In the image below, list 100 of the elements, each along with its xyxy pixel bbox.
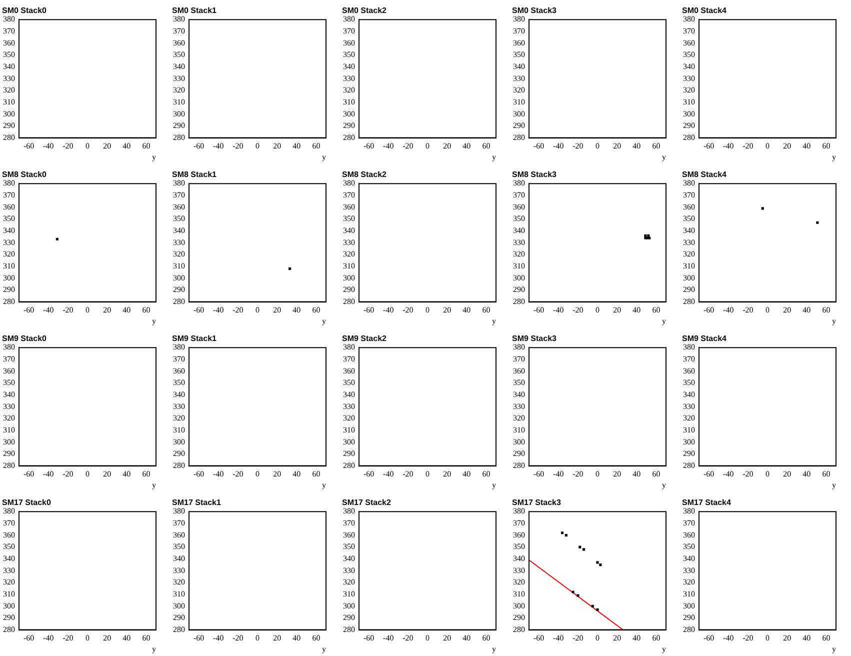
chart-title: SM9 Stack2: [342, 334, 388, 344]
y-tick-label: 320: [343, 578, 355, 587]
x-tick-label: 0: [766, 142, 770, 151]
y-tick-label: 350: [683, 542, 695, 552]
y-tick-label: 290: [513, 449, 525, 458]
y-tick-label: 340: [173, 390, 185, 399]
y-tick-label: 350: [343, 542, 355, 552]
x-tick-label: -60: [533, 470, 544, 479]
x-tick-label: 40: [632, 634, 641, 643]
x-tick-label: 20: [273, 470, 282, 479]
y-tick-label: 320: [683, 578, 695, 587]
chart-title: SM8 Stack1: [172, 170, 218, 180]
x-axis-title: y: [492, 152, 496, 162]
x-tick-label: 60: [482, 306, 490, 315]
y-tick-label: 300: [173, 273, 185, 282]
x-axis-title: y: [832, 644, 836, 654]
chart-title: SM0 Stack4: [682, 6, 728, 16]
x-tick-label: 60: [482, 142, 490, 151]
x-tick-label: 40: [802, 634, 811, 643]
point: [596, 561, 599, 564]
x-tick-label: 40: [632, 142, 641, 151]
y-tick-label: 310: [513, 261, 525, 270]
x-axis-title: y: [152, 644, 156, 654]
x-tick-label: 20: [443, 306, 452, 315]
x-tick-label: -20: [402, 306, 414, 315]
chart-title: SM17 Stack3: [512, 498, 562, 508]
x-tick-label: 40: [292, 306, 301, 315]
x-tick-label: 40: [122, 142, 131, 151]
y-tick-label: 300: [173, 109, 185, 118]
chart-title: SM8 Stack2: [342, 170, 388, 180]
point: [582, 548, 586, 551]
x-tick-label: -20: [62, 306, 74, 315]
y-tick-label: 350: [173, 50, 185, 60]
x-tick-label: -20: [742, 142, 754, 151]
y-tick-label: 380: [683, 178, 695, 188]
y-tick-label: 330: [683, 566, 695, 575]
x-tick-label: -40: [213, 142, 224, 151]
x-tick-label: 20: [103, 470, 112, 479]
y-tick-label: 360: [513, 38, 525, 48]
y-tick-label: 350: [3, 214, 15, 224]
x-axis-title: y: [662, 480, 666, 490]
y-tick-label: 380: [343, 506, 355, 516]
x-tick-label: -60: [533, 306, 544, 315]
y-tick-label: 370: [173, 518, 185, 528]
y-tick-label: 380: [3, 14, 15, 24]
x-tick-label: 60: [312, 634, 320, 643]
y-tick-label: 310: [3, 261, 15, 270]
y-tick-label: 290: [513, 613, 525, 622]
y-tick-label: 340: [3, 554, 15, 563]
y-tick-label: 300: [3, 601, 15, 610]
y-tick-label: 320: [683, 86, 695, 95]
chart-title: SM8 Stack4: [682, 170, 728, 180]
x-tick-label: -60: [533, 142, 544, 151]
y-tick-label: 310: [513, 97, 525, 106]
y-tick-label: 290: [513, 285, 525, 294]
y-tick-label: 330: [683, 74, 695, 83]
y-tick-label: 280: [3, 460, 15, 470]
y-tick-label: 350: [683, 378, 695, 388]
x-axis-title: y: [662, 152, 666, 162]
x-tick-label: 40: [292, 470, 301, 479]
x-tick-label: 40: [462, 306, 471, 315]
x-tick-label: 20: [103, 142, 112, 151]
y-tick-label: 330: [173, 74, 185, 83]
x-tick-label: -20: [232, 306, 244, 315]
x-tick-label: -20: [232, 470, 244, 479]
y-tick-label: 370: [173, 354, 185, 364]
y-tick-label: 340: [513, 226, 525, 235]
y-tick-label: 360: [343, 202, 355, 212]
x-tick-label: 40: [802, 306, 811, 315]
x-tick-label: -40: [723, 634, 734, 643]
y-tick-label: 330: [173, 402, 185, 411]
y-tick-label: 380: [3, 178, 15, 188]
y-tick-label: 340: [513, 390, 525, 399]
y-tick-label: 330: [343, 402, 355, 411]
y-tick-label: 370: [683, 26, 695, 36]
y-tick-label: 300: [3, 109, 15, 118]
x-tick-label: 0: [86, 306, 90, 315]
y-tick-label: 290: [683, 449, 695, 458]
y-tick-label: 360: [3, 366, 15, 376]
y-tick-label: 290: [683, 285, 695, 294]
y-tick-label: 340: [683, 226, 695, 235]
y-tick-label: 350: [343, 214, 355, 224]
y-tick-label: 350: [3, 378, 15, 388]
x-tick-label: -40: [43, 470, 54, 479]
x-tick-label: 60: [312, 142, 320, 151]
y-tick-label: 350: [173, 214, 185, 224]
x-tick-label: 0: [256, 142, 260, 151]
y-tick-label: 350: [513, 378, 525, 388]
y-tick-label: 320: [343, 414, 355, 423]
y-tick-label: 360: [683, 530, 695, 540]
x-tick-label: 20: [273, 142, 282, 151]
y-tick-label: 340: [173, 226, 185, 235]
y-tick-label: 330: [343, 238, 355, 247]
y-tick-label: 310: [343, 425, 355, 434]
x-tick-label: -20: [742, 634, 754, 643]
x-tick-label: -60: [363, 470, 374, 479]
x-tick-label: 20: [613, 142, 622, 151]
y-tick-label: 370: [513, 354, 525, 364]
point: [591, 604, 594, 608]
x-tick-label: -60: [363, 142, 374, 151]
